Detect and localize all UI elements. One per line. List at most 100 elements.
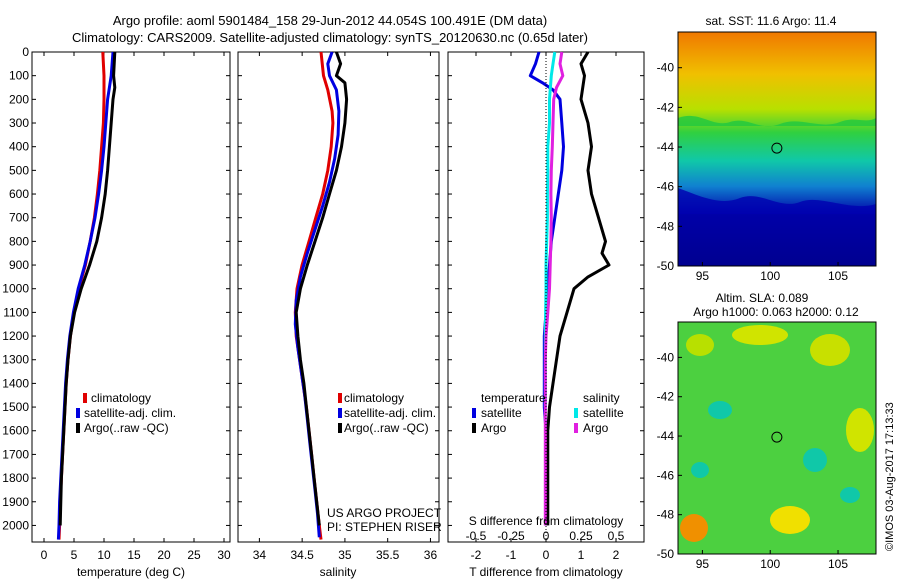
map-y-tick-label: -50	[657, 259, 675, 273]
sla-map-title2: Argo h1000: 0.063 h2000: 0.12	[693, 305, 859, 319]
legend-swatch-argo	[338, 423, 342, 433]
map-x-tick-label: 100	[760, 557, 780, 571]
series-line-satellite-adj-clim-	[56, 51, 115, 540]
sla-blob	[732, 325, 788, 345]
legend-label-satellite: satellite-adj. clim.	[84, 406, 176, 420]
depth-tick-label: 1100	[3, 305, 29, 319]
map-y-tick-label: -46	[657, 180, 675, 194]
x-tick-label: -1	[506, 548, 517, 562]
map-y-tick-label: -48	[657, 508, 675, 522]
x-tick-label: 20	[157, 548, 171, 562]
argo-position-marker	[771, 431, 783, 443]
sst-map-axes: -40 -42 -44 -46 -48 -50 95 100 105	[657, 61, 849, 283]
x-tick-label: 0	[41, 548, 48, 562]
depth-tick-label: 1200	[2, 329, 29, 343]
salinity-xlabel: salinity	[320, 565, 357, 579]
figure-title-line1: Argo profile: aoml 5901484_158 29-Jun-20…	[112, 13, 548, 28]
x-tick-label: 35	[338, 548, 352, 562]
pi-label: PI: STEPHEN RISER	[327, 520, 442, 534]
salinity-diff-tick-label: -0.5	[466, 529, 487, 543]
depth-tick-label: 500	[9, 163, 29, 177]
sla-blob	[708, 401, 732, 419]
map-y-tick-label: -42	[657, 100, 675, 114]
sla-blob	[686, 334, 714, 356]
legend-swatch-climatology	[83, 393, 87, 403]
map-y-tick-label: -40	[657, 350, 675, 364]
sst-front	[678, 115, 876, 127]
legend-title-temperature: temperature	[481, 391, 546, 405]
imos-stamp: ©IMOS 03-Aug-2017 17:13:33	[884, 402, 896, 551]
salinity-plot-frame	[237, 51, 440, 543]
depth-tick-label: 1600	[2, 424, 29, 438]
depth-tick-label: 800	[9, 234, 29, 248]
depth-tick-label: 900	[9, 258, 29, 272]
sla-map-title1: Altim. SLA: 0.089	[716, 291, 809, 305]
map-x-tick-label: 100	[760, 269, 780, 283]
x-tick-label: 0	[543, 548, 550, 562]
map-x-tick-label: 95	[696, 269, 710, 283]
legend-swatch-argo	[76, 423, 80, 433]
map-x-tick-label: 105	[828, 269, 848, 283]
sla-map-axes: -40 -42 -44 -46 -48 -50 95 100 105	[657, 350, 849, 571]
salinity-diff-tick-label: 0.5	[608, 529, 625, 543]
sst-map-title: sat. SST: 11.6 Argo: 11.4	[706, 14, 837, 28]
project-label: US ARGO PROJECT	[327, 506, 442, 520]
depth-tick-label: 400	[9, 140, 29, 154]
series-line-salinity-argo	[543, 51, 565, 526]
salinity-legend: climatology satellite-adj. clim. Argo(..…	[338, 391, 436, 435]
series-line-argo-raw-qc-	[58, 51, 117, 526]
sla-map: -40 -42 -44 -46 -48 -50 95 100 105	[657, 321, 877, 571]
legend-title-salinity: salinity	[583, 391, 620, 405]
temperature-legend: climatology satellite-adj. clim. Argo(..…	[76, 391, 176, 435]
x-tick-label: 35.5	[376, 548, 400, 562]
legend-swatch-temp-satellite	[472, 408, 476, 418]
sst-map: -40 -42 -44 -46 -48 -50 95 100 105	[657, 31, 877, 283]
series-line-argo-raw-qc-	[294, 51, 349, 526]
x-tick-label: -2	[471, 548, 482, 562]
argo-position-marker	[771, 142, 783, 154]
depth-tick-label: 1800	[2, 471, 29, 485]
depth-tick-label: 1300	[2, 353, 29, 367]
map-y-tick-label: -50	[657, 547, 675, 561]
depth-tick-label: 200	[9, 92, 29, 106]
depth-tick-label: 100	[9, 69, 29, 83]
legend-label-temp-satellite: satellite	[481, 406, 522, 420]
depth-axis: 0 100 200 300 400 500 600 700 800 900 1000 1100 1200…	[2, 45, 644, 532]
x-tick-label: 30	[217, 548, 231, 562]
legend-swatch-sal-satellite	[574, 408, 578, 418]
depth-tick-label: 1400	[2, 376, 29, 390]
legend-label-climatology: climatology	[91, 391, 151, 405]
depth-tick-label: 1700	[2, 447, 29, 461]
legend-label-temp-argo: Argo	[481, 421, 507, 435]
sla-blob	[803, 448, 827, 472]
temperature-plot-frame	[31, 51, 231, 543]
x-tick-label: 34.5	[290, 548, 314, 562]
map-y-tick-label: -42	[657, 390, 675, 404]
depth-tick-label: 1500	[2, 400, 29, 414]
map-x-tick-label: 95	[696, 557, 710, 571]
sla-blob	[840, 487, 860, 503]
x-tick-label: 25	[187, 548, 201, 562]
legend-swatch-sal-argo	[574, 423, 578, 433]
difference-legend: temperature salinity satellite Argo sate…	[472, 391, 624, 435]
legend-label-argo: Argo(..raw -QC)	[84, 421, 169, 435]
depth-tick-label: 700	[9, 211, 29, 225]
sla-map-frame	[677, 321, 877, 555]
legend-label-argo: Argo(..raw -QC)	[344, 421, 429, 435]
salinity-diff-tick-label: -0.25	[497, 529, 525, 543]
series-line-temperature-argo	[546, 51, 611, 526]
map-y-tick-label: -44	[657, 429, 675, 443]
x-tick-label: 5	[71, 548, 78, 562]
figure-title-line2: Climatology: CARS2009. Satellite-adjuste…	[72, 30, 588, 45]
legend-label-sal-argo: Argo	[583, 421, 609, 435]
x-tick-label: 1	[578, 548, 585, 562]
depth-tick-label: 1000	[2, 282, 29, 296]
legend-swatch-satellite	[338, 408, 342, 418]
temperature-profile-plot: 0 5 10 15 20 25 30	[41, 51, 231, 562]
map-y-tick-label: -44	[657, 140, 675, 154]
legend-swatch-satellite	[76, 408, 80, 418]
sla-blob	[810, 334, 850, 366]
depth-tick-label: 1900	[2, 495, 29, 509]
